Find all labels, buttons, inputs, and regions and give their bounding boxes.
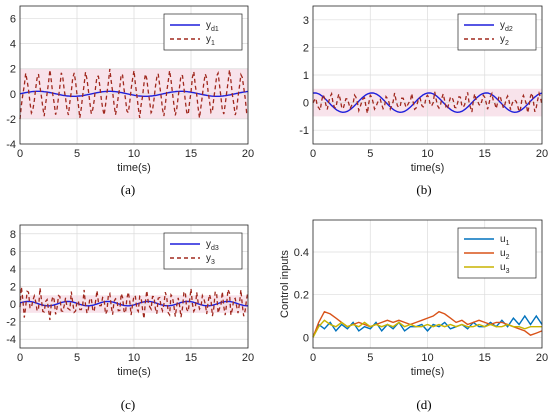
x-tick-label: 20: [536, 352, 548, 364]
legend-label: y1: [206, 34, 215, 47]
y-tick-label: 0: [303, 98, 309, 110]
y-tick-label: 0: [10, 299, 16, 311]
panel-caption: (a): [121, 182, 135, 197]
y-tick-label: -1: [299, 125, 309, 137]
x-tick-label: 15: [185, 352, 197, 364]
y-tick-label: -4: [6, 334, 16, 346]
series-line-u-3: [312, 319, 542, 338]
y-tick-label: 0: [303, 332, 309, 344]
legend-label: yd3: [206, 239, 219, 252]
y-tick-label: -4: [6, 139, 16, 151]
x-tick-label: 5: [367, 352, 373, 364]
y-tick-label: 2: [10, 282, 16, 294]
y-tick-label: -2: [6, 114, 16, 126]
x-tick-label: 10: [421, 148, 433, 160]
x-tick-label: 10: [128, 148, 140, 160]
y-axis-label: Control inputs: [279, 250, 291, 318]
x-tick-label: 0: [310, 148, 316, 160]
legend-label: u2: [500, 248, 510, 261]
y-tick-label: 6: [10, 246, 16, 258]
legend-label: u3: [500, 262, 510, 275]
axes-frame: [312, 219, 543, 349]
x-tick-label: 20: [536, 148, 548, 160]
series-line-y-d3: [19, 300, 248, 307]
series-line-y-d1: [19, 90, 249, 97]
x-tick-label: 0: [310, 352, 316, 364]
legend-label: u1: [500, 234, 510, 247]
x-tick-label: 10: [128, 352, 140, 364]
series-line-y-3: [19, 286, 249, 321]
panel-caption: (d): [416, 397, 431, 412]
x-tick-label: 20: [242, 148, 254, 160]
x-tick-label: 5: [74, 148, 80, 160]
legend-label: y2: [500, 34, 509, 47]
series-line-y-2: [312, 90, 543, 114]
y-tick-label: 3: [303, 15, 309, 27]
legend-box: [163, 13, 243, 51]
x-axis-label: time(s): [411, 162, 445, 174]
y-tick-label: 2: [303, 42, 309, 54]
y-tick-label: 4: [10, 39, 16, 51]
x-tick-label: 15: [479, 352, 491, 364]
axes-frame: [312, 5, 543, 145]
axes-frame: [19, 5, 249, 145]
y-tick-label: 2: [10, 64, 16, 76]
y-tick-label: 0.2: [294, 290, 309, 302]
legend-label: y3: [206, 253, 215, 266]
panel-caption: (c): [121, 397, 135, 412]
y-tick-label: 8: [10, 229, 16, 241]
y-tick-label: 0.4: [294, 247, 309, 259]
axes-frame: [19, 224, 249, 349]
panel-caption: (b): [416, 182, 431, 197]
x-tick-label: 0: [17, 148, 23, 160]
y-tick-label: -2: [6, 317, 16, 329]
y-tick-label: 4: [10, 264, 16, 276]
x-axis-label: time(s): [117, 366, 151, 378]
x-tick-label: 10: [421, 352, 433, 364]
series-line-y-d2: [312, 92, 543, 114]
x-tick-label: 15: [185, 148, 197, 160]
x-tick-label: 20: [242, 352, 254, 364]
legend-box: [163, 232, 243, 270]
x-tick-label: 5: [367, 148, 373, 160]
chart-panel-d: 0 5 10 15 20 0 0.2 0.4 time(s) Control inputs (d) u…: [279, 219, 548, 412]
series-line-y-1: [19, 68, 249, 120]
x-axis-label: time(s): [411, 366, 445, 378]
legend-label: yd1: [206, 20, 219, 33]
y-tick-label: 6: [10, 14, 16, 26]
y-tick-label: 1: [303, 70, 309, 82]
y-tick-label: 0: [10, 89, 16, 101]
x-axis-label: time(s): [117, 162, 151, 174]
x-tick-label: 15: [479, 148, 491, 160]
legend-box: [457, 13, 537, 51]
x-tick-label: 0: [17, 352, 23, 364]
x-tick-label: 5: [74, 352, 80, 364]
legend-label: yd2: [500, 20, 513, 33]
